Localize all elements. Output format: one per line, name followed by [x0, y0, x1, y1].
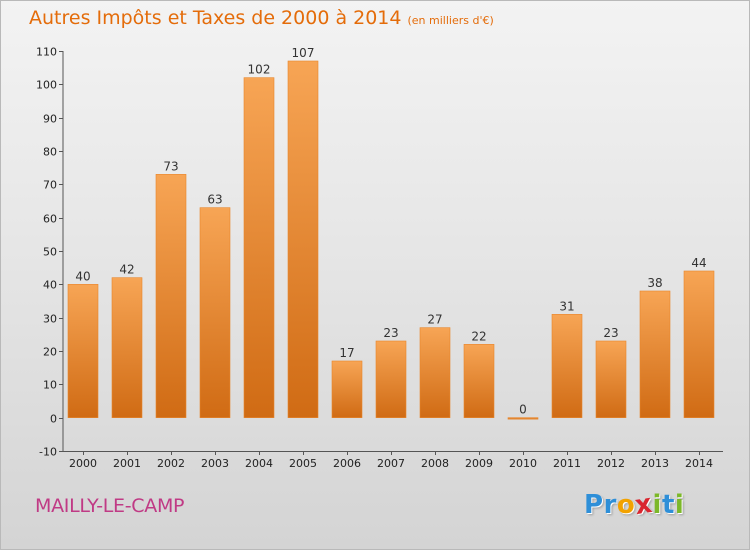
bar — [463, 344, 495, 418]
y-tick-label: 80 — [43, 146, 57, 159]
bar — [243, 77, 275, 418]
x-tick-label: 2010 — [509, 457, 537, 470]
y-tick-label: 0 — [50, 413, 57, 426]
x-tick-label: 2012 — [597, 457, 625, 470]
bar — [111, 277, 143, 418]
y-tick-label: 10 — [43, 379, 57, 392]
bar — [287, 60, 319, 418]
bar — [683, 270, 715, 418]
x-tick-label: 2005 — [289, 457, 317, 470]
logo-letter: r — [603, 490, 617, 520]
x-tick-label: 2014 — [685, 457, 713, 470]
bar — [155, 174, 187, 418]
y-tick-label: 60 — [43, 213, 57, 226]
x-tick-label: 2008 — [421, 457, 449, 470]
y-tick-label: 50 — [43, 246, 57, 259]
y-tick-label: 110 — [36, 46, 57, 59]
bar — [67, 284, 99, 418]
data-label: 27 — [427, 313, 442, 327]
data-label: 22 — [471, 329, 486, 343]
logo-letter: x — [633, 488, 655, 522]
chart-title: Autres Impôts et Taxes de 2000 à 2014 — [29, 7, 402, 29]
plot-area: -100102030405060708090100110200040200142… — [36, 46, 723, 470]
x-tick-label: 2006 — [333, 457, 361, 470]
logo-letter: o — [616, 490, 636, 520]
data-label: 40 — [75, 269, 90, 283]
data-label: 44 — [691, 256, 706, 270]
data-label: 63 — [207, 193, 222, 207]
bar — [595, 340, 627, 418]
logo-letter: t — [661, 490, 675, 520]
y-tick-label: 90 — [43, 113, 57, 126]
x-tick-label: 2003 — [201, 457, 229, 470]
logo-letter: i — [652, 490, 662, 520]
x-tick-label: 2001 — [113, 457, 141, 470]
data-label: 31 — [559, 299, 574, 313]
data-label: 23 — [603, 326, 618, 340]
x-tick-label: 2004 — [245, 457, 273, 470]
data-label: 102 — [248, 63, 271, 77]
y-tick-label: -10 — [39, 446, 57, 459]
data-label: 107 — [292, 46, 315, 60]
data-label: 73 — [163, 159, 178, 173]
logo-letter: i — [674, 490, 685, 520]
bar — [639, 290, 671, 418]
x-tick-label: 2009 — [465, 457, 493, 470]
y-tick-label: 100 — [36, 79, 57, 92]
y-tick-label: 70 — [43, 179, 57, 192]
commune-name: MAILLY-LE-CAMP — [35, 495, 185, 517]
x-tick-label: 2000 — [69, 457, 97, 470]
chart-subtitle: (en milliers d'€) — [407, 14, 494, 27]
y-tick-label: 20 — [43, 346, 57, 359]
y-tick-label: 40 — [43, 279, 57, 292]
x-tick-label: 2011 — [553, 457, 581, 470]
data-label: 0 — [519, 403, 527, 417]
chart-title-row: Autres Impôts et Taxes de 2000 à 2014 (en… — [29, 7, 494, 29]
data-label: 17 — [339, 346, 354, 360]
bar — [331, 360, 363, 418]
y-tick-label: 30 — [43, 313, 57, 326]
data-label: 23 — [383, 326, 398, 340]
bar — [375, 340, 407, 418]
proxiti-logo: Proxiti — [584, 488, 685, 522]
data-label: 38 — [647, 276, 662, 290]
bar — [199, 207, 231, 418]
bar — [551, 314, 583, 418]
data-label: 42 — [119, 263, 134, 277]
x-tick-label: 2007 — [377, 457, 405, 470]
logo-letter: P — [584, 490, 604, 520]
x-tick-label: 2013 — [641, 457, 669, 470]
bar — [507, 417, 539, 420]
bar — [419, 327, 451, 418]
x-tick-label: 2002 — [157, 457, 185, 470]
